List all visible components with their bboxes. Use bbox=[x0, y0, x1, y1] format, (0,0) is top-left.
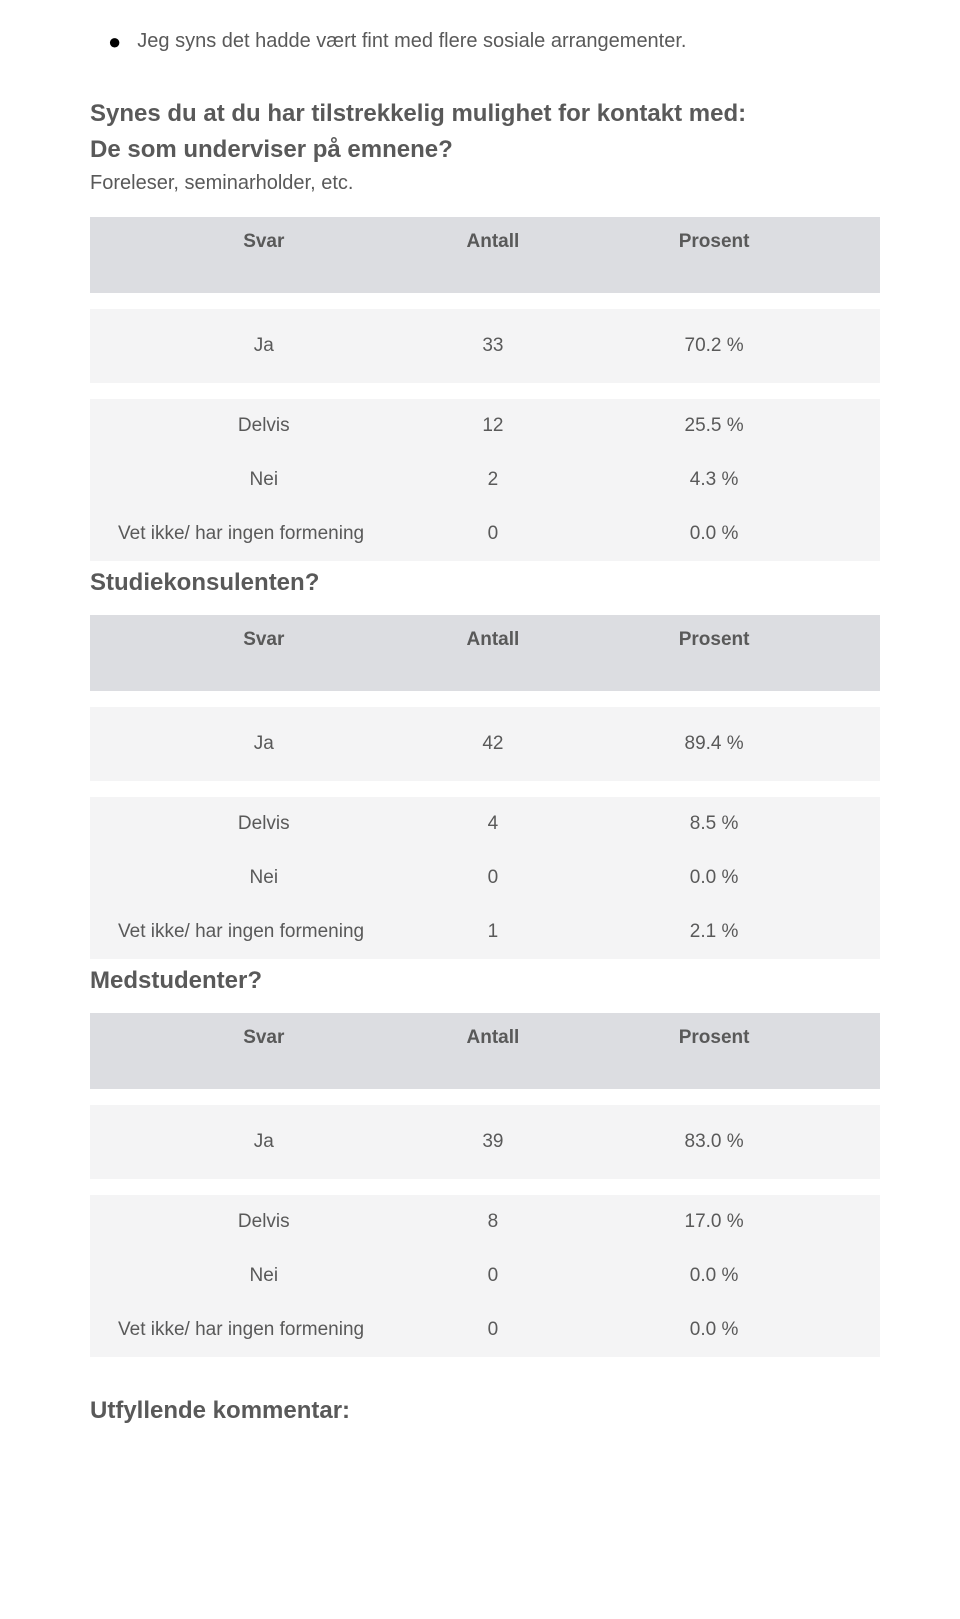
table-row: Delvis817.0 % bbox=[90, 1195, 880, 1249]
row-prosent: 89.4 % bbox=[548, 707, 880, 781]
row-label: Delvis bbox=[90, 399, 438, 453]
row-prosent: 4.3 % bbox=[548, 453, 880, 507]
table-row: Ja3983.0 % bbox=[90, 1105, 880, 1179]
intro-line-2: De som underviser på emnene? bbox=[90, 132, 880, 168]
column-header-antall: Antall bbox=[438, 615, 549, 691]
row-antall: 2 bbox=[438, 453, 549, 507]
row-antall: 33 bbox=[438, 309, 549, 383]
row-label: Vet ikke/ har ingen formening bbox=[90, 507, 438, 561]
row-antall: 0 bbox=[438, 507, 549, 561]
column-header-svar: Svar bbox=[90, 615, 438, 691]
row-prosent: 0.0 % bbox=[548, 1303, 880, 1357]
table-row: Ja3370.2 % bbox=[90, 309, 880, 383]
row-label: Nei bbox=[90, 453, 438, 507]
row-prosent: 0.0 % bbox=[548, 851, 880, 905]
closing-title: Utfyllende kommentar: bbox=[90, 1397, 880, 1425]
column-header-prosent: Prosent bbox=[548, 217, 880, 293]
bullet-list-item: ● Jeg syns det hadde vært fint med flere… bbox=[108, 30, 880, 54]
row-label: Nei bbox=[90, 1249, 438, 1303]
table-row: Vet ikke/ har ingen formening00.0 % bbox=[90, 1303, 880, 1357]
survey-table: SvarAntallProsent Ja3983.0 % Delvis817.0 %… bbox=[90, 1013, 880, 1357]
row-label: Ja bbox=[90, 309, 438, 383]
intro-line-1: Synes du at du har tilstrekkelig mulighe… bbox=[90, 96, 880, 132]
table-row: Nei24.3 % bbox=[90, 453, 880, 507]
column-header-svar: Svar bbox=[90, 1013, 438, 1089]
row-label: Delvis bbox=[90, 1195, 438, 1249]
column-header-prosent: Prosent bbox=[548, 615, 880, 691]
row-prosent: 70.2 % bbox=[548, 309, 880, 383]
row-antall: 4 bbox=[438, 797, 549, 851]
intro-block: Synes du at du har tilstrekkelig mulighe… bbox=[90, 96, 880, 195]
column-header-svar: Svar bbox=[90, 217, 438, 293]
row-label: Delvis bbox=[90, 797, 438, 851]
row-label: Nei bbox=[90, 851, 438, 905]
table-row: Nei00.0 % bbox=[90, 1249, 880, 1303]
column-header-antall: Antall bbox=[438, 1013, 549, 1089]
column-header-antall: Antall bbox=[438, 217, 549, 293]
row-label: Ja bbox=[90, 1105, 438, 1179]
intro-subtext: Foreleser, seminarholder, etc. bbox=[90, 172, 880, 195]
row-label: Ja bbox=[90, 707, 438, 781]
table-row: Nei00.0 % bbox=[90, 851, 880, 905]
column-header-prosent: Prosent bbox=[548, 1013, 880, 1089]
row-antall: 0 bbox=[438, 851, 549, 905]
table-row: Ja4289.4 % bbox=[90, 707, 880, 781]
table-row: Delvis1225.5 % bbox=[90, 399, 880, 453]
survey-table: SvarAntallProsentJa4289.4 %Delvis48.5 %N… bbox=[90, 615, 880, 959]
row-antall: 42 bbox=[438, 707, 549, 781]
row-prosent: 0.0 % bbox=[548, 1249, 880, 1303]
table-row: Vet ikke/ har ingen formening00.0 % bbox=[90, 507, 880, 561]
row-antall: 0 bbox=[438, 1249, 549, 1303]
row-antall: 39 bbox=[438, 1105, 549, 1179]
bullet-text: Jeg syns det hadde vært fint med flere s… bbox=[137, 30, 686, 53]
row-prosent: 25.5 % bbox=[548, 399, 880, 453]
row-label: Vet ikke/ har ingen formening bbox=[90, 1303, 438, 1357]
row-label: Vet ikke/ har ingen formening bbox=[90, 905, 438, 959]
row-prosent: 0.0 % bbox=[548, 507, 880, 561]
table-row: Delvis48.5 % bbox=[90, 797, 880, 851]
row-antall: 8 bbox=[438, 1195, 549, 1249]
row-prosent: 17.0 % bbox=[548, 1195, 880, 1249]
row-prosent: 83.0 % bbox=[548, 1105, 880, 1179]
row-antall: 0 bbox=[438, 1303, 549, 1357]
bullet-icon: ● bbox=[108, 30, 121, 54]
row-antall: 12 bbox=[438, 399, 549, 453]
section-title: Studiekonsulenten? bbox=[90, 569, 880, 597]
table-row: Vet ikke/ har ingen formening12.1 % bbox=[90, 905, 880, 959]
row-prosent: 2.1 % bbox=[548, 905, 880, 959]
section-title: Medstudenter? bbox=[90, 967, 880, 995]
row-prosent: 8.5 % bbox=[548, 797, 880, 851]
row-antall: 1 bbox=[438, 905, 549, 959]
survey-table: SvarAntallProsent Ja3370.2 % Delvis1225.5 … bbox=[90, 217, 880, 561]
